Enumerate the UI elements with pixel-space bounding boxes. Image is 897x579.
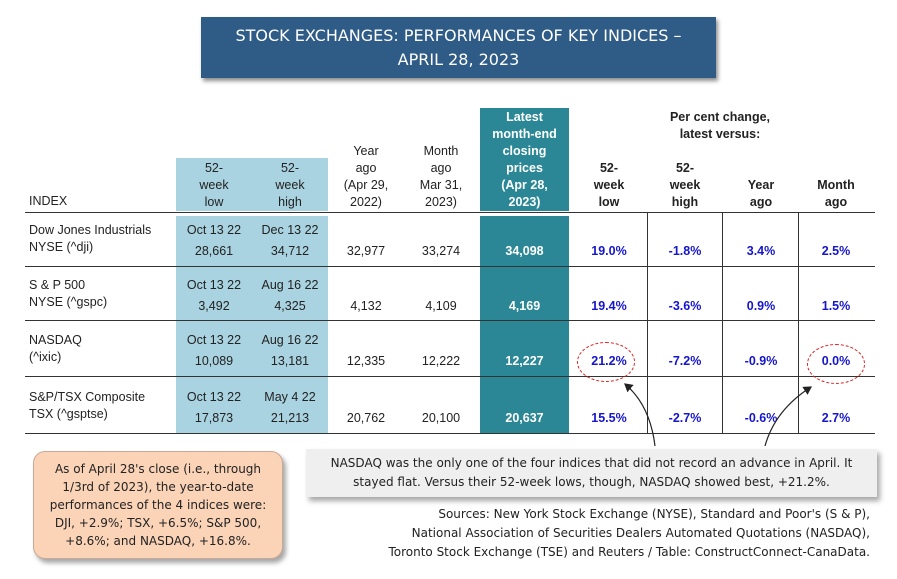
- year-ago-value: 12,335: [346, 354, 386, 368]
- header-year-ago: Year ago (Apr 29, 2022): [343, 144, 389, 209]
- row-divider: [25, 266, 875, 267]
- header-52-week-low: 52- week low: [199, 161, 229, 209]
- high-value: 34,712: [270, 244, 310, 258]
- latest-value: 20,637: [505, 411, 544, 425]
- header-month-ago: Month ago Mar 31, 2023): [419, 144, 463, 209]
- pct-group-header: Per cent change, latest versus:: [669, 110, 771, 141]
- pct-vs-month-ago: 2.5%: [821, 244, 851, 258]
- table-row-nasdaq: NASDAQ (^ixic): [29, 332, 82, 366]
- pct-vs-52-week-high: -3.6%: [668, 299, 702, 313]
- header-rule: [25, 212, 875, 213]
- nasdaq-callout-note: NASDAQ was the only one of the four indi…: [306, 449, 877, 497]
- high-date: Aug 16 22: [261, 278, 319, 292]
- year-ago-value: 4,132: [350, 299, 382, 313]
- low-value: 17,873: [194, 411, 234, 425]
- high-value: 13,181: [270, 354, 310, 368]
- table-row-sp-500: S & P 500 NYSE (^gspc): [29, 277, 107, 311]
- column-divider: [647, 212, 648, 433]
- index-name: S & P 500: [29, 278, 86, 292]
- high-date: Dec 13 22: [261, 223, 319, 237]
- pct-vs-52-week-low: 19.0%: [591, 244, 627, 258]
- row-divider: [25, 320, 875, 321]
- pct-vs-year-ago: 3.4%: [746, 244, 776, 258]
- year-ago-value: 32,977: [346, 244, 386, 258]
- table-bottom-rule: [25, 433, 875, 434]
- high-date: Aug 16 22: [261, 333, 319, 347]
- index-ticker: (^ixic): [29, 350, 62, 364]
- low-date: Oct 13 22: [186, 390, 242, 404]
- low-date: Oct 13 22: [186, 223, 242, 237]
- range-columns-body-fill: [176, 216, 328, 433]
- latest-column-body-fill: [480, 216, 569, 433]
- header-index: INDEX: [29, 194, 68, 208]
- arrow-to-52-week-low: [624, 383, 656, 447]
- high-value: 4,325: [274, 299, 306, 313]
- latest-value: 34,098: [505, 244, 544, 258]
- header-latest: Latest month-end closing prices (Apr 28,…: [492, 110, 557, 209]
- low-value: 10,089: [194, 354, 234, 368]
- highlight-circle-nasdaq-52-week-low: [577, 342, 635, 382]
- index-ticker: NYSE (^gspc): [29, 295, 108, 309]
- row-divider: [25, 376, 875, 377]
- title-line-2: APRIL 28, 2023: [397, 49, 520, 69]
- column-divider: [798, 212, 799, 433]
- month-ago-value: 12,222: [421, 354, 461, 368]
- month-ago-value: 4,109: [425, 299, 457, 313]
- low-value: 28,661: [194, 244, 234, 258]
- low-value: 3,492: [198, 299, 230, 313]
- page-title: STOCK EXCHANGES: PERFORMANCES OF KEY IND…: [201, 17, 716, 78]
- ytd-performance-note: As of April 28's close (i.e., through 1/…: [33, 451, 283, 559]
- pct-vs-year-ago: -0.6%: [744, 411, 778, 425]
- pct-vs-52-week-high: -1.8%: [668, 244, 702, 258]
- high-value: 21,213: [270, 411, 310, 425]
- table-row-dow-jones: Dow Jones Industrials NYSE (^dji): [29, 222, 151, 256]
- low-date: Oct 13 22: [186, 333, 242, 347]
- column-divider: [722, 212, 723, 433]
- year-ago-value: 20,762: [346, 411, 386, 425]
- pct-vs-month-ago: 1.5%: [821, 299, 851, 313]
- pct-vs-year-ago: -0.9%: [744, 354, 778, 368]
- header-pct-52-week-low: 52- week low: [593, 161, 625, 209]
- table-row-sp-tsx: S&P/TSX Composite TSX (^gsptse): [29, 389, 145, 423]
- arrow-to-month-ago: [764, 386, 813, 447]
- month-ago-value: 33,274: [421, 244, 461, 258]
- range-columns-header-fill: [176, 158, 328, 211]
- latest-column-header-fill: [480, 108, 569, 211]
- pct-vs-52-week-low: 15.5%: [591, 411, 627, 425]
- index-name: Dow Jones Industrials: [29, 223, 152, 237]
- month-ago-value: 20,100: [421, 411, 461, 425]
- header-pct-month-ago: Month ago: [817, 178, 855, 209]
- pct-vs-month-ago: 2.7%: [821, 411, 851, 425]
- header-52-week-high: 52- week high: [275, 161, 305, 209]
- latest-value: 12,227: [505, 354, 544, 368]
- index-name: NASDAQ: [29, 333, 82, 347]
- header-pct-52-week-high: 52- week high: [669, 161, 701, 209]
- high-date: May 4 22: [264, 390, 316, 404]
- pct-vs-52-week-high: -2.7%: [668, 411, 702, 425]
- index-ticker: TSX (^gsptse): [29, 407, 108, 421]
- header-pct-year-ago: Year ago: [747, 178, 775, 209]
- pct-vs-52-week-high: -7.2%: [668, 354, 702, 368]
- highlight-circle-nasdaq-month-ago: [807, 344, 865, 384]
- pct-vs-52-week-low: 19.4%: [591, 299, 627, 313]
- pct-vs-year-ago: 0.9%: [746, 299, 776, 313]
- sources-credit: Sources: New York Stock Exchange (NYSE),…: [388, 507, 870, 559]
- title-line-1: STOCK EXCHANGES: PERFORMANCES OF KEY IND…: [235, 25, 682, 45]
- index-name: S&P/TSX Composite: [29, 390, 146, 404]
- latest-value: 4,169: [508, 299, 541, 313]
- low-date: Oct 13 22: [186, 278, 242, 292]
- index-ticker: NYSE (^dji): [29, 240, 94, 254]
